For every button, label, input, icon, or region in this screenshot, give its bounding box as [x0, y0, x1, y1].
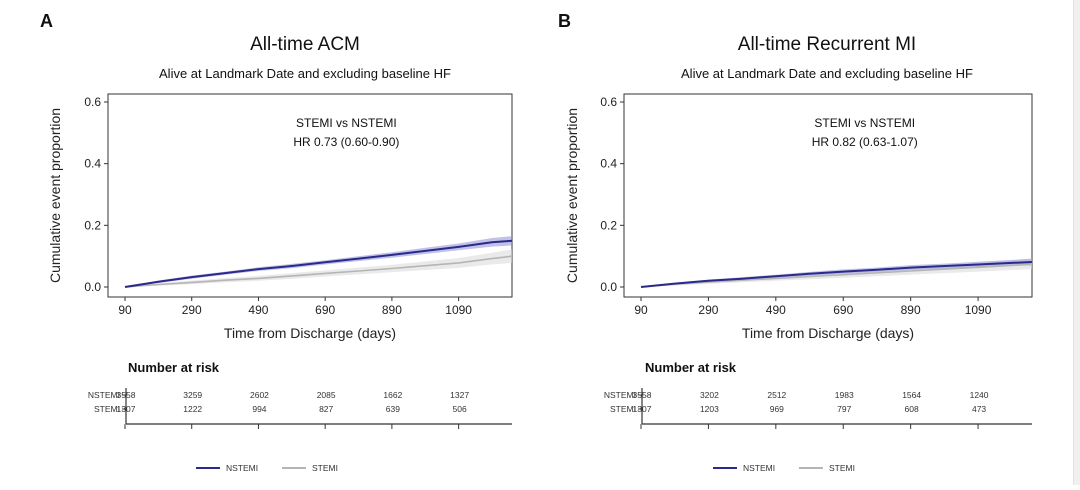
y-tick-label: 0.2: [84, 218, 101, 232]
annotation-hr: HR 0.73 (0.60-0.90): [293, 135, 399, 149]
risk-table-title: Number at risk: [645, 360, 737, 375]
x-axis-title: Time from Discharge (days): [742, 325, 914, 341]
y-axis-title: Cumulative event proportion: [47, 108, 63, 283]
y-tick-label: 0.6: [84, 95, 101, 109]
risk-row-label-stemi: STEMI: [94, 404, 120, 414]
risk-cell: 827: [319, 404, 333, 414]
y-tick-label: 0.0: [84, 280, 101, 294]
risk-cell: 3558: [117, 390, 136, 400]
annotation-comparison: STEMI vs NSTEMI: [296, 116, 397, 130]
chart-title: All-time ACM: [250, 34, 360, 55]
ci-band-stemi: [125, 249, 512, 287]
series-line-stemi: [124, 255, 513, 288]
chart-subtitle: Alive at Landmark Date and excluding bas…: [681, 66, 973, 81]
x-tick-label: 490: [766, 303, 786, 317]
risk-cell: 1307: [117, 404, 136, 414]
x-tick-label: 290: [698, 303, 718, 317]
risk-cell: 969: [770, 404, 784, 414]
risk-cell: 1203: [700, 404, 719, 414]
y-tick-label: 0.4: [84, 157, 101, 171]
x-tick-label: 890: [901, 303, 921, 317]
x-axis-title: Time from Discharge (days): [224, 325, 396, 341]
x-tick-label: 690: [833, 303, 853, 317]
series-line-nstemi: [640, 261, 1033, 288]
chart-title: All-time Recurrent MI: [738, 34, 916, 55]
x-tick-label: 490: [248, 303, 268, 317]
series-line-nstemi: [124, 239, 513, 288]
risk-cell: 3558: [633, 390, 652, 400]
risk-cell: 1327: [450, 390, 469, 400]
risk-cell: 608: [905, 404, 919, 414]
plot-frame: [107, 93, 513, 298]
y-tick-label: 0.2: [600, 218, 617, 232]
risk-cell: 506: [453, 404, 467, 414]
risk-cell: 3202: [700, 390, 719, 400]
risk-cell: 639: [386, 404, 400, 414]
risk-cell: 1222: [183, 404, 202, 414]
risk-row-label-nstemi: NSTEMI: [604, 390, 636, 400]
y-tick-label: 0.0: [600, 280, 617, 294]
y-tick-label: 0.4: [600, 157, 617, 171]
x-tick-label: 1090: [965, 303, 992, 317]
x-tick-label: 1090: [445, 303, 472, 317]
risk-cell: 1662: [383, 390, 402, 400]
risk-cell: 1983: [835, 390, 854, 400]
risk-cell: 3259: [183, 390, 202, 400]
panel-letter: A: [40, 11, 53, 31]
x-tick-label: 90: [118, 303, 132, 317]
y-axis-title: Cumulative event proportion: [564, 108, 580, 283]
risk-cell: 2602: [250, 390, 269, 400]
annotation-comparison: STEMI vs NSTEMI: [814, 116, 915, 130]
risk-cell: 797: [837, 404, 851, 414]
x-tick-label: 890: [382, 303, 402, 317]
annotation-hr: HR 0.82 (0.63-1.07): [812, 135, 918, 149]
risk-cell: 473: [972, 404, 986, 414]
legend-label-stemi: STEMI: [312, 463, 338, 473]
risk-cell: 2085: [317, 390, 336, 400]
risk-cell: 994: [252, 404, 266, 414]
risk-cell: 2512: [767, 390, 786, 400]
x-tick-label: 90: [634, 303, 648, 317]
y-tick-label: 0.6: [600, 95, 617, 109]
scrollbar-edge[interactable]: [1073, 0, 1080, 485]
x-tick-label: 690: [315, 303, 335, 317]
chart-subtitle: Alive at Landmark Date and excluding bas…: [159, 66, 451, 81]
plot-frame: [623, 93, 1033, 298]
risk-cell: 1564: [902, 390, 921, 400]
risk-cell: 1307: [633, 404, 652, 414]
series-line-stemi: [640, 263, 1033, 288]
risk-row-label-stemi: STEMI: [610, 404, 636, 414]
chart-panel-b: B All-time Recurrent MI Alive at Landmark …: [558, 11, 1033, 473]
legend-label-nstemi: NSTEMI: [743, 463, 775, 473]
x-tick-label: 290: [182, 303, 202, 317]
legend-label-nstemi: NSTEMI: [226, 463, 258, 473]
legend-label-stemi: STEMI: [829, 463, 855, 473]
panel-letter: B: [558, 11, 571, 31]
chart-panel-a: A All-time ACM Alive at Landmark Date and …: [40, 11, 513, 473]
risk-cell: 1240: [970, 390, 989, 400]
risk-row-label-nstemi: NSTEMI: [88, 390, 120, 400]
risk-table-title: Number at risk: [128, 360, 220, 375]
